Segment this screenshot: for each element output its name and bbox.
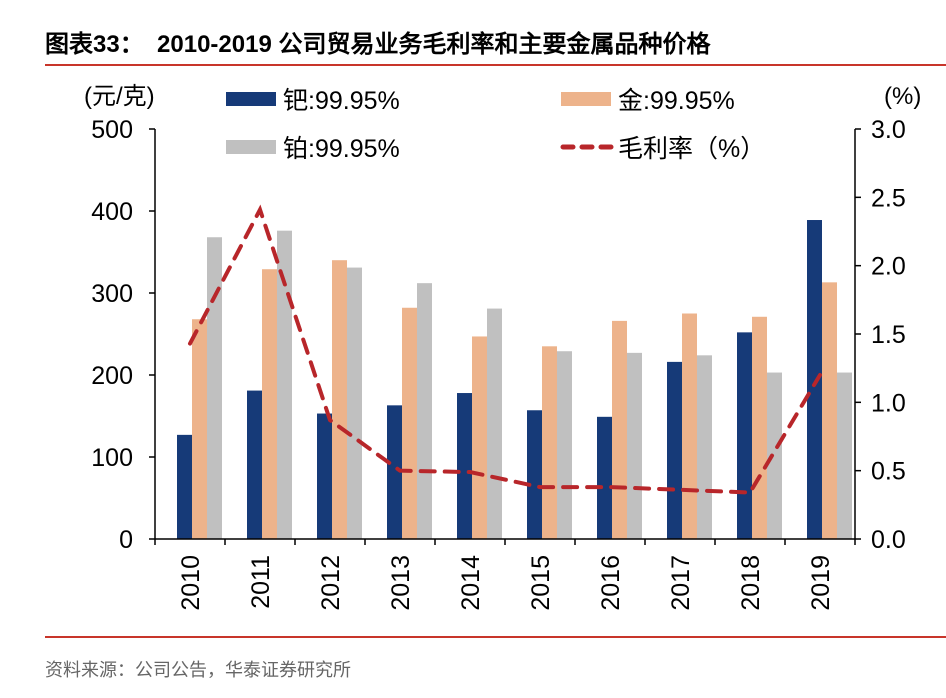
bar-2018-0 [737,332,752,539]
y-tick-label-left: 0 [119,526,133,554]
y-tick-label-right: 0.5 [871,458,906,486]
x-tick-label: 2013 [387,555,415,611]
x-tick-label: 2018 [737,555,765,611]
bar-2019-0 [807,220,822,539]
bar-2011-1 [262,269,277,539]
y-tick-label-left: 200 [91,362,133,390]
bar-2019-1 [822,282,837,539]
bottom-divider [45,636,946,638]
x-tick-label: 2014 [457,555,485,611]
bar-2010-0 [177,434,192,539]
x-tick-label: 2010 [177,555,205,611]
chart: 0 100 200 300 400 500 0.0 0.5 1.0 1.5 2.0 2.5 3.0 201… [84,83,921,611]
y-tick-label-right: 0.0 [871,526,906,554]
x-tick-label: 2012 [317,555,345,611]
x-tick-label: 2019 [807,555,835,611]
y-tick-label-left: 400 [91,198,133,226]
legend-swatch-0 [226,92,276,106]
bar-2019-2 [837,372,852,539]
bar-2016-2 [627,352,642,539]
legend-swatch-1 [561,92,611,106]
bar-2014-1 [472,336,487,539]
bar-2013-2 [417,283,432,539]
bar-2016-0 [597,416,612,539]
legend-swatch-2 [226,140,276,154]
bar-2018-2 [767,372,782,539]
bar-2017-1 [682,313,697,539]
bar-2011-0 [247,390,262,539]
x-tick-label: 2016 [597,555,625,611]
y-tick-label-right: 3.0 [871,116,906,144]
bar-2015-1 [542,346,557,539]
y-tick-label-left: 500 [91,116,133,144]
x-tick-label: 2015 [527,555,555,611]
y-tick-label-right: 1.0 [871,389,906,417]
x-tick-label: 2011 [247,555,275,609]
y-tick-label-right: 1.5 [871,321,906,349]
bar-2013-1 [402,307,417,539]
bar-2014-2 [487,308,502,539]
bar-2012-1 [332,260,347,539]
chart-title: 图表33： 2010-2019 公司贸易业务毛利率和主要金属品种价格 [45,31,711,58]
bar-2015-2 [557,351,572,539]
bar-2013-0 [387,405,402,539]
bar-2014-0 [457,393,472,539]
bar-2010-2 [207,237,222,540]
legend-label-3: 毛利率（%） [618,135,765,163]
legend-label-1: 金:99.95% [618,87,735,115]
y-axis-label-left: (元/克) [84,83,155,110]
source-note: 资料来源：公司公告，华泰证券研究所 [45,660,351,680]
margin-line [188,204,822,495]
y-tick-label-left: 300 [91,280,133,308]
bar-2015-0 [527,410,542,539]
x-tick-label: 2017 [667,555,695,611]
legend-label-0: 钯:99.95% [283,87,400,115]
bar-2011-2 [277,230,292,539]
y-axis-label-right: (%) [884,83,921,110]
bar-2010-1 [192,319,207,539]
bar-2016-1 [612,320,627,539]
y-tick-label-right: 2.5 [871,184,906,212]
bar-2017-2 [697,355,712,539]
bar-2012-0 [317,413,332,539]
legend-label-2: 铂:99.95% [283,135,400,163]
bar-2017-0 [667,361,682,539]
y-tick-label-right: 2.0 [871,253,906,281]
y-tick-label-left: 100 [91,444,133,472]
top-divider [45,64,946,66]
bar-2018-1 [752,316,767,539]
bar-2012-2 [347,267,362,539]
